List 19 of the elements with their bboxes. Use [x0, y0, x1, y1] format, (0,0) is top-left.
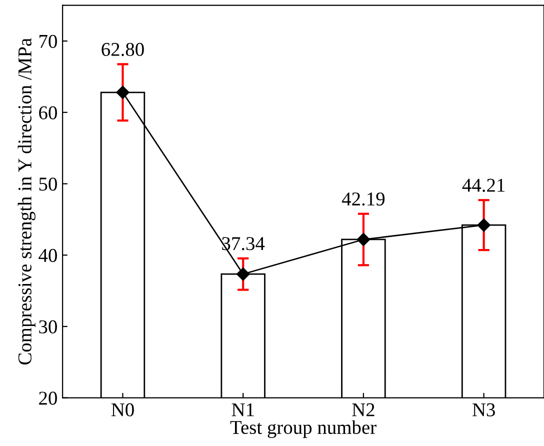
- y-tick-label: 60: [39, 106, 57, 120]
- y-tick-label: 30: [39, 320, 57, 334]
- data-label: 62.80: [102, 42, 144, 56]
- x-tick-label: N3: [472, 403, 495, 416]
- y-tick-label: 20: [39, 392, 57, 405]
- y-tick-label: 50: [39, 178, 57, 191]
- x-tick-label: N2: [352, 403, 374, 416]
- y-tick-label: 70: [40, 34, 57, 48]
- point: [116, 86, 130, 99]
- x-tick-label: N1: [232, 403, 254, 416]
- data-label: 42.19: [342, 192, 385, 206]
- point: [356, 232, 370, 246]
- x-axis-title: Test group number: [230, 420, 376, 438]
- y-axis-title: Compressive strength in Y direction /MPa: [18, 38, 36, 365]
- y-tick-label: 40: [38, 248, 57, 262]
- point: [236, 268, 250, 281]
- point: [477, 218, 490, 232]
- data-label: 44.21: [462, 178, 505, 192]
- x-tick-label: N0: [111, 403, 134, 416]
